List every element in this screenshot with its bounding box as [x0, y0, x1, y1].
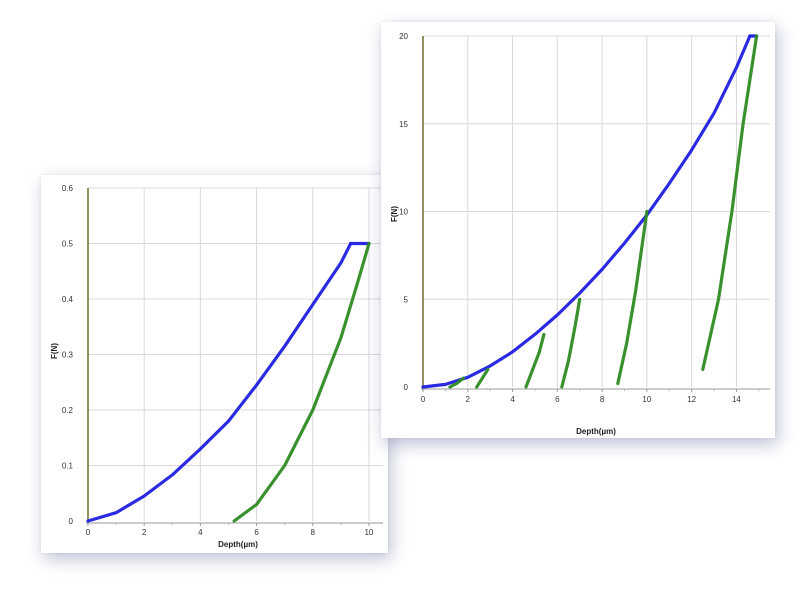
x-tick-label: 0: [86, 528, 91, 537]
y-axis-title: F(N): [50, 343, 59, 359]
unloading-curve: [475, 367, 490, 389]
x-tick-label: 2: [466, 395, 471, 404]
x-tick-label: 10: [364, 528, 373, 537]
x-tick-label: 10: [642, 395, 651, 404]
x-tick-label: 8: [600, 395, 605, 404]
unloading-curve: [232, 241, 371, 523]
unloading-curve: [616, 209, 649, 386]
x-tick-label: 6: [555, 395, 560, 404]
x-tick-label: 14: [732, 395, 741, 404]
unloading-curve: [560, 297, 582, 389]
grid-lines: [88, 187, 383, 521]
y-tick-label: 0.5: [62, 240, 74, 249]
x-axis-title: Depth(µm): [218, 540, 258, 549]
x-tick-label: 8: [311, 528, 316, 537]
y-tick-label: 5: [404, 295, 409, 304]
y-tick-label: 15: [399, 120, 408, 129]
y-tick-label: 0: [404, 383, 409, 392]
y-tick-label: 0.4: [62, 295, 74, 304]
force-depth-chart-right: 0 2 4 6 8 10 12 14 0 5 10 15 20 Depth(µm) F(N): [390, 32, 770, 436]
chart-panel-left: 0 2 4 6 8 10 0 0.1 0.2 0.3 0.4 0.5 0.6 Depth(µm) F(N): [41, 175, 388, 553]
x-tick-label: 4: [198, 528, 203, 537]
y-tick-label: 0.2: [62, 406, 74, 415]
x-tick-label: 2: [142, 528, 147, 537]
y-tick-label: 0.1: [62, 462, 74, 471]
x-tick-label: 4: [510, 395, 515, 404]
chart-panel-right: 0 2 4 6 8 10 12 14 0 5 10 15 20 Depth(µm) F(N): [381, 22, 775, 438]
y-tick-label: 0: [69, 517, 74, 526]
y-axis-title: F(N): [390, 206, 399, 222]
x-tick-label: 0: [421, 395, 426, 404]
y-tick-label: 0.6: [62, 184, 74, 193]
y-tick-label: 0.3: [62, 351, 74, 360]
x-tick-label: 12: [687, 395, 696, 404]
y-tick-label: 20: [399, 32, 408, 41]
y-tick-label: 10: [399, 208, 408, 217]
unloading-curve: [701, 34, 759, 371]
x-tick-label: 6: [254, 528, 259, 537]
unloading-curve: [524, 332, 546, 389]
x-axis-title: Depth(µm): [576, 427, 616, 436]
grid-lines: [423, 35, 770, 387]
unloading-curve: [448, 376, 465, 389]
loading-curve: [421, 34, 752, 389]
force-depth-chart-left: 0 2 4 6 8 10 0 0.1 0.2 0.3 0.4 0.5 0.6 Depth(µm) F(N): [50, 184, 383, 549]
loading-curve: [86, 241, 353, 523]
